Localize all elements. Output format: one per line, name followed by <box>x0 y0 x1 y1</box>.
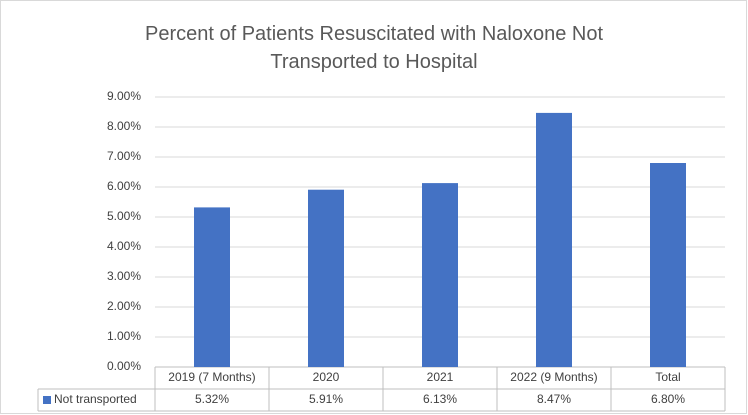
data-label: 6.80% <box>651 392 685 406</box>
x-tick-label: 2021 <box>427 370 454 384</box>
y-tick-label: 2.00% <box>107 299 141 313</box>
legend-label: Not transported <box>54 392 137 406</box>
bar <box>194 207 230 367</box>
data-label: 8.47% <box>537 392 571 406</box>
y-tick-label: 6.00% <box>107 179 141 193</box>
y-tick-label: 1.00% <box>107 329 141 343</box>
x-tick-label: Total <box>655 370 680 384</box>
y-tick-label: 3.00% <box>107 269 141 283</box>
legend-swatch <box>43 396 51 404</box>
y-tick-label: 9.00% <box>107 89 141 103</box>
bar <box>536 112 572 368</box>
bar <box>308 189 344 367</box>
y-tick-label: 4.00% <box>107 239 141 253</box>
x-tick-label: 2019 (7 Months) <box>168 370 255 384</box>
data-label: 6.13% <box>423 392 457 406</box>
bar <box>650 163 686 367</box>
y-tick-label: 5.00% <box>107 209 141 223</box>
data-label: 5.91% <box>309 392 343 406</box>
y-tick-label: 8.00% <box>107 119 141 133</box>
chart-title: Percent of Patients Resuscitated with Na… <box>144 23 604 73</box>
x-tick-label: 2020 <box>313 370 340 384</box>
bar <box>422 183 458 367</box>
x-tick-label: 2022 (9 Months) <box>510 370 597 384</box>
y-tick-label: 0.00% <box>107 359 141 373</box>
data-label: 5.32% <box>195 392 229 406</box>
y-tick-label: 7.00% <box>107 149 141 163</box>
